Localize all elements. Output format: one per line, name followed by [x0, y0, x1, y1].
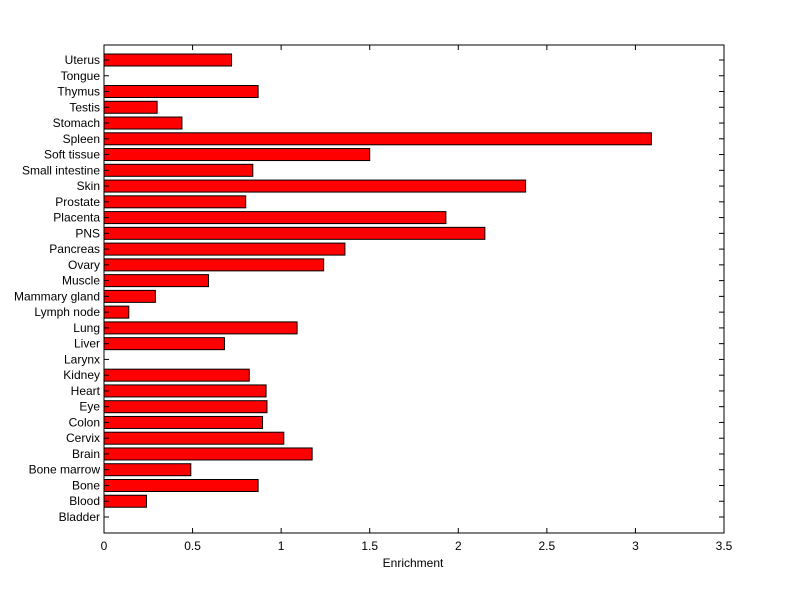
y-tick-label: Testis — [69, 100, 100, 114]
x-tick-label: 2 — [455, 539, 462, 553]
y-tick-label: Thymus — [57, 85, 100, 99]
y-tick-label: Small intestine — [22, 163, 100, 177]
bar-muscle — [103, 274, 210, 288]
y-tick-label: Heart — [71, 384, 101, 398]
y-tick-label: Pancreas — [49, 242, 100, 256]
y-tick-label: Lymph node — [34, 305, 100, 319]
y-tick-label: Soft tissue — [44, 148, 100, 162]
bar-brain — [103, 447, 313, 461]
y-tick-label: Placenta — [53, 211, 100, 225]
bar-kidney — [103, 368, 250, 382]
y-tick-label: PNS — [75, 226, 100, 240]
bar-thymus — [103, 85, 259, 99]
y-tick-label: Tongue — [61, 69, 101, 83]
bar-pancreas — [103, 242, 346, 256]
bar-small-intestine — [103, 163, 254, 177]
bar-placenta — [103, 211, 447, 225]
bar-prostate — [103, 195, 247, 209]
bar-mammary-gland — [103, 289, 156, 303]
y-tick-label: Ovary — [68, 258, 100, 272]
bar-cervix — [103, 431, 285, 445]
x-tick-label: 1.5 — [361, 539, 378, 553]
bar-uterus — [103, 53, 233, 67]
y-tick-label: Cervix — [66, 431, 100, 445]
y-tick-label: Larynx — [64, 352, 100, 366]
y-tick-label: Muscle — [62, 274, 100, 288]
y-tick-label: Bone marrow — [29, 463, 101, 477]
bar-heart — [103, 384, 267, 398]
x-tick-label: 1 — [278, 539, 285, 553]
y-tick-label: Kidney — [63, 368, 100, 382]
bar-lung — [103, 321, 298, 335]
bar-colon — [103, 415, 264, 429]
x-axis-label: Enrichment — [383, 556, 444, 570]
bar-testis — [103, 100, 158, 114]
bar-spleen — [103, 132, 652, 146]
y-tick-label: Skin — [77, 179, 100, 193]
y-tick-label: Brain — [72, 447, 100, 461]
x-tick-label: 3 — [632, 539, 639, 553]
y-tick-label: Lung — [73, 321, 100, 335]
bar-pns — [103, 226, 486, 240]
x-tick-label: 0.5 — [184, 539, 201, 553]
y-tick-label: Uterus — [65, 53, 100, 67]
y-tick-label: Stomach — [53, 116, 100, 130]
bar-bone — [103, 478, 259, 492]
y-tick-label: Liver — [74, 337, 100, 351]
bar-eye — [103, 400, 268, 414]
x-tick-label: 2.5 — [539, 539, 556, 553]
y-tick-label: Spleen — [63, 132, 100, 146]
bar-bone-marrow — [103, 463, 192, 477]
bar-stomach — [103, 116, 183, 130]
bar-skin — [103, 179, 527, 193]
y-tick-label: Colon — [69, 415, 100, 429]
bar-blood — [103, 494, 148, 508]
y-tick-label: Blood — [69, 494, 100, 508]
x-tick-label: 0 — [101, 539, 108, 553]
y-tick-label: Bladder — [59, 510, 100, 524]
bar-liver — [103, 337, 225, 351]
y-tick-label: Mammary gland — [14, 289, 100, 303]
x-tick-label: 3.5 — [716, 539, 733, 553]
y-tick-label: Prostate — [55, 195, 100, 209]
y-tick-label: Eye — [79, 400, 100, 414]
bar-ovary — [103, 258, 325, 272]
bar-soft-tissue — [103, 148, 371, 162]
y-tick-label: Bone — [72, 478, 100, 492]
